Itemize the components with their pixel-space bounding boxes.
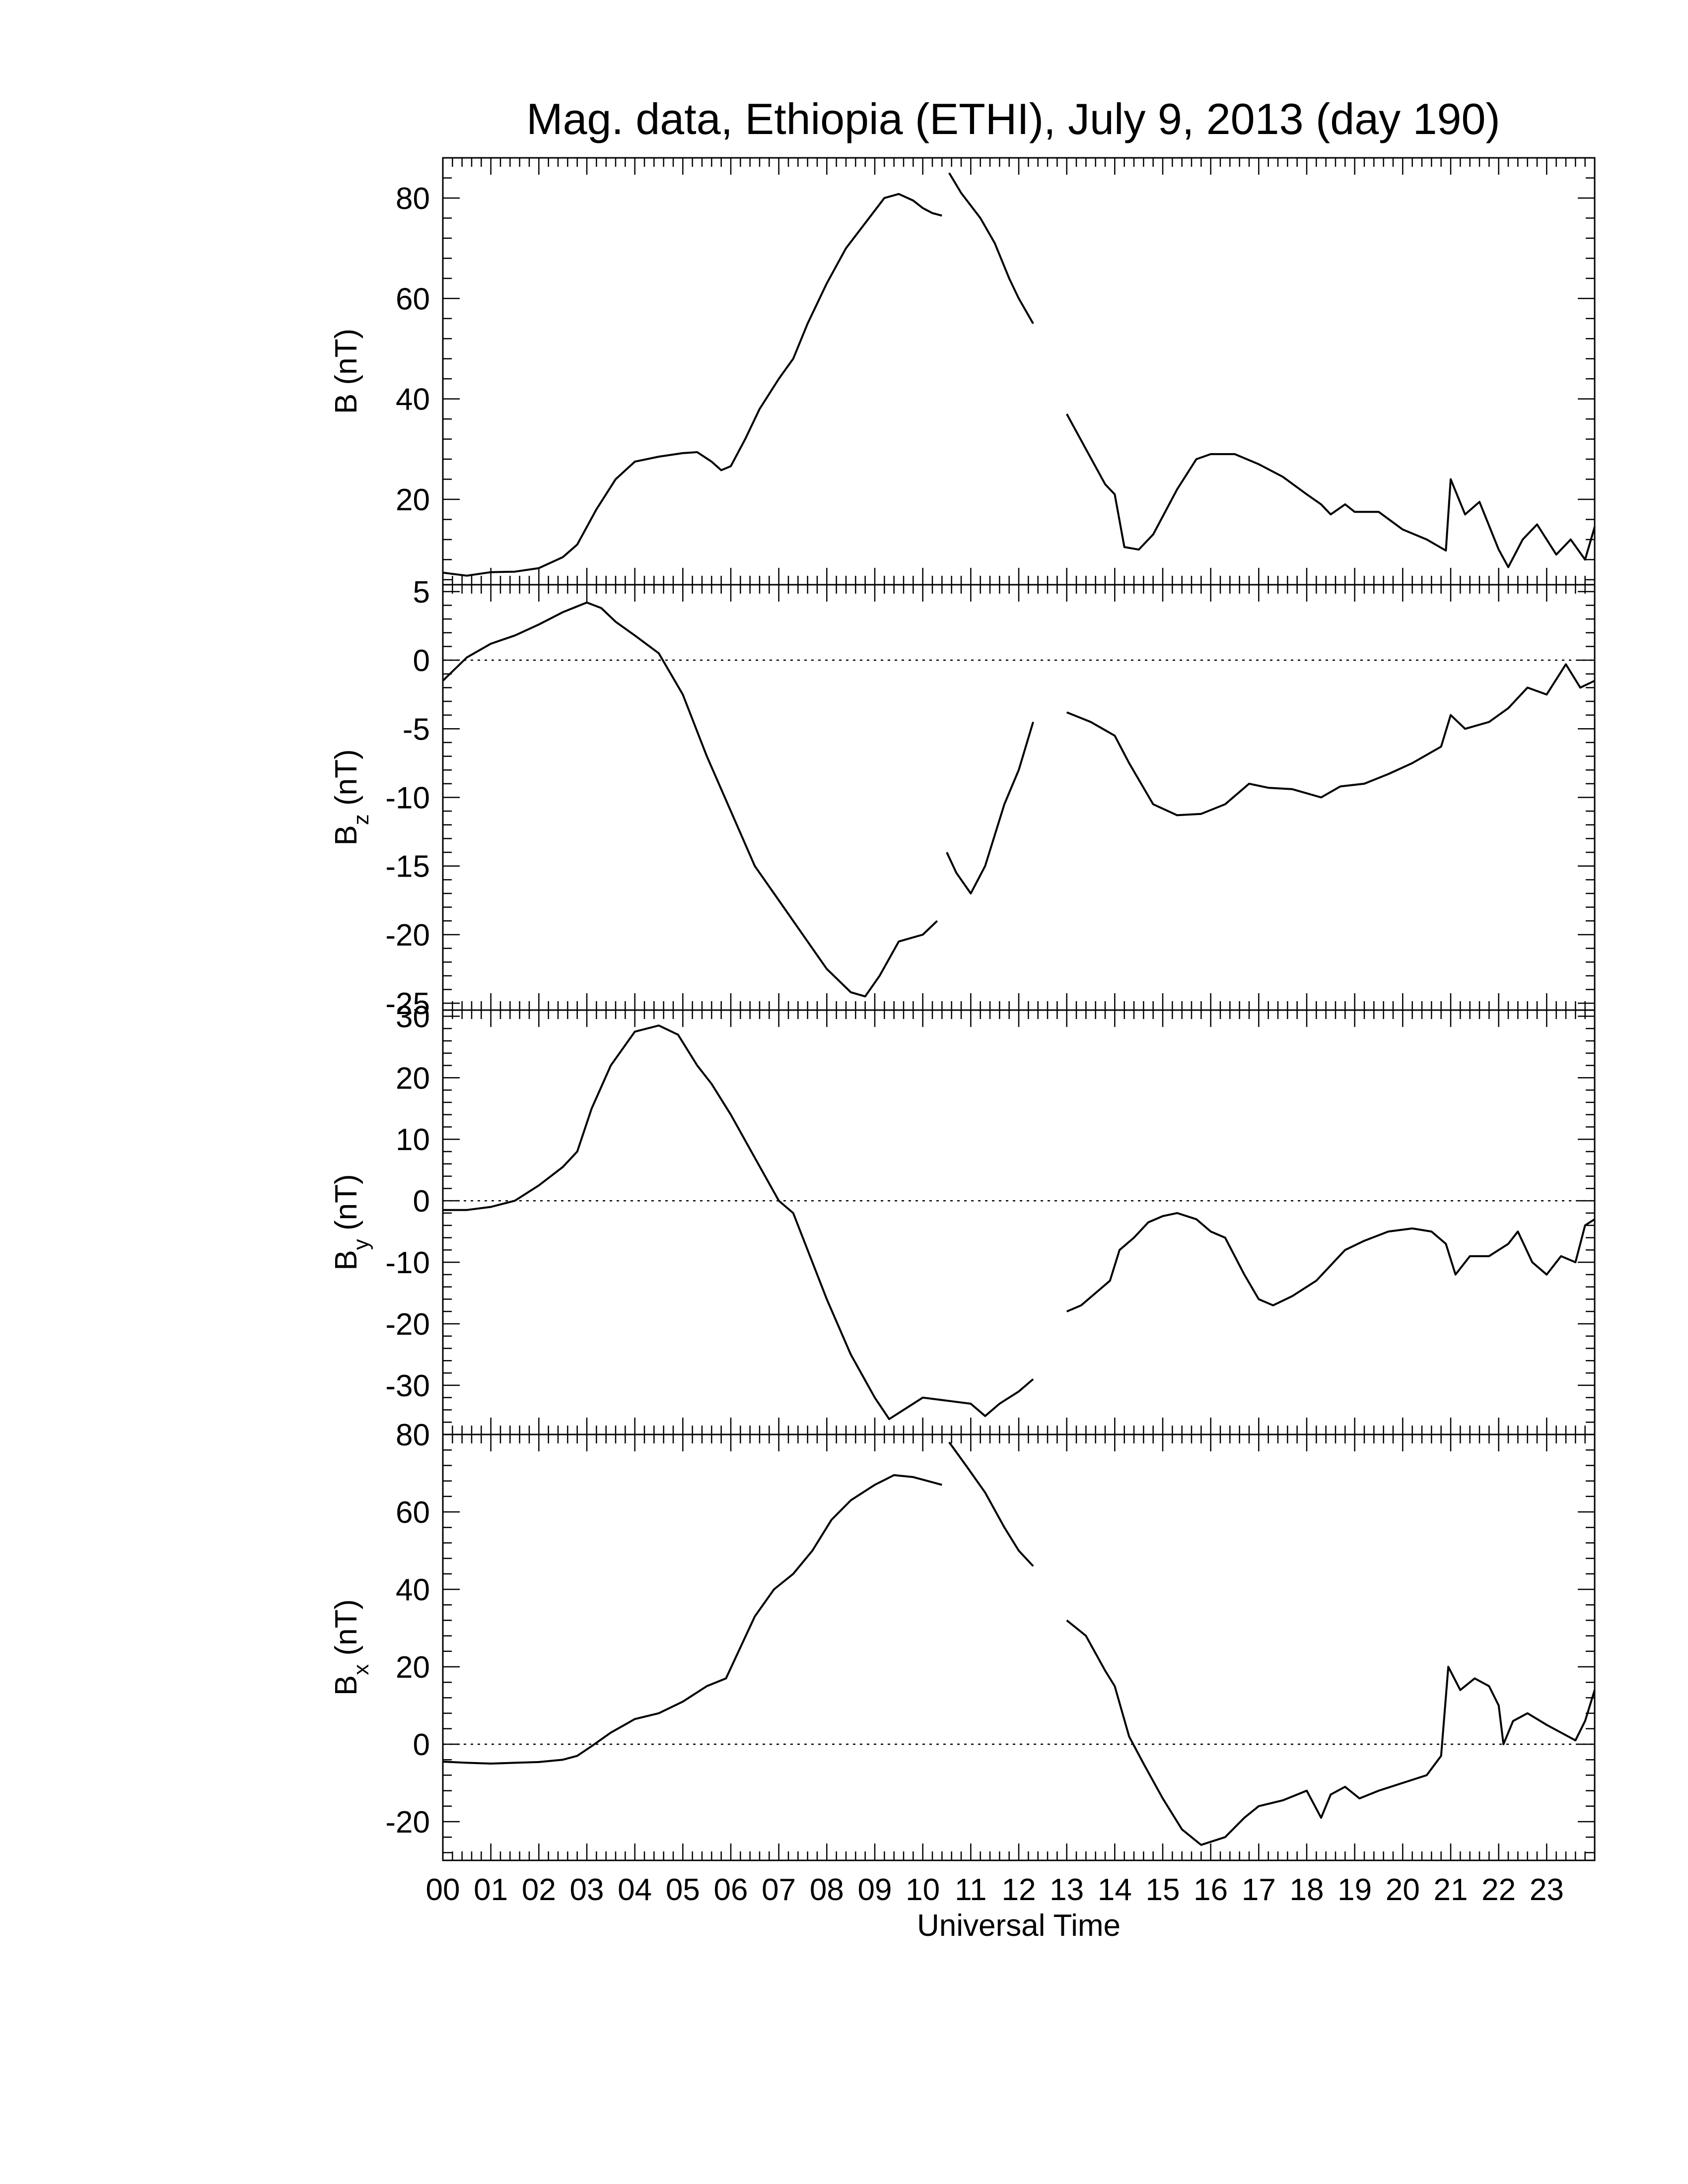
y-tick-label: 80 bbox=[396, 1418, 430, 1452]
x-tick-label: 10 bbox=[906, 1873, 940, 1907]
x-tick-label: 06 bbox=[714, 1873, 748, 1907]
y-tick-label: 10 bbox=[396, 1123, 430, 1157]
chart-title: Mag. data, Ethiopia (ETHI), July 9, 2013… bbox=[526, 94, 1500, 143]
panels: 20 40 60 80 B (nT) 5 0 -5 -10 -15 -20 -25 Bz (nT) 30 2… bbox=[329, 157, 1596, 1861]
panel-1: 20 40 60 80 B (nT) bbox=[329, 157, 1596, 586]
x-tick-label: 07 bbox=[762, 1873, 796, 1907]
x-tick-label: 16 bbox=[1194, 1873, 1228, 1907]
y-tick-label: 30 bbox=[396, 1000, 430, 1034]
series-line bbox=[948, 1441, 1034, 1567]
y-axis-label-unit: (nT) bbox=[329, 1174, 363, 1239]
x-tick-label: 18 bbox=[1290, 1873, 1324, 1907]
series-line bbox=[1066, 663, 1595, 817]
y-axis-label-unit: (nT) bbox=[329, 329, 363, 394]
y-axis-label-main: B bbox=[329, 394, 363, 414]
series-line bbox=[1065, 413, 1596, 568]
y-tick-label: 60 bbox=[396, 282, 430, 316]
y-tick-label: 0 bbox=[413, 644, 430, 678]
y-tick-label: 20 bbox=[396, 483, 430, 517]
x-tick-label: 00 bbox=[426, 1873, 460, 1907]
series-line bbox=[946, 721, 1034, 894]
x-axis-label: Universal Time bbox=[917, 1909, 1121, 1943]
y-axis-label: B (nT) bbox=[329, 329, 363, 414]
y-axis-label-subscript: z bbox=[349, 814, 373, 825]
x-tick-labels: 00 01 02 03 04 05 06 07 08 09 10 11 12 13 14 15 16 17 18 19… bbox=[426, 1873, 1564, 1907]
x-tick-label: 21 bbox=[1434, 1873, 1468, 1907]
y-tick-label: -20 bbox=[385, 918, 430, 953]
panel-2: 5 0 -5 -10 -15 -20 -25 Bz (nT) bbox=[329, 575, 1596, 1021]
x-tick-label: 14 bbox=[1098, 1873, 1132, 1907]
x-tick-label: 01 bbox=[474, 1873, 508, 1907]
y-tick-label: 20 bbox=[396, 1061, 430, 1095]
y-axis-label: By (nT) bbox=[329, 1174, 373, 1270]
y-tick-label: 40 bbox=[396, 383, 430, 417]
y-tick-label: -20 bbox=[385, 1805, 430, 1840]
y-tick-label: -10 bbox=[385, 781, 430, 816]
x-tick-label: 05 bbox=[666, 1873, 700, 1907]
x-tick-label: 19 bbox=[1337, 1873, 1372, 1907]
y-axis-label-main: B bbox=[329, 1675, 363, 1696]
y-tick-label: -5 bbox=[403, 712, 430, 747]
series-line bbox=[443, 1024, 1034, 1420]
y-tick-label: 5 bbox=[413, 575, 430, 610]
x-tick-label: 20 bbox=[1386, 1873, 1420, 1907]
series-line bbox=[1066, 1619, 1596, 1846]
y-axis-label-main: B bbox=[329, 825, 363, 845]
x-tick-label: 23 bbox=[1530, 1873, 1564, 1907]
x-tick-label: 08 bbox=[810, 1873, 844, 1907]
y-tick-label: -30 bbox=[385, 1369, 430, 1403]
series-line bbox=[442, 1474, 942, 1765]
y-tick-label: -25 bbox=[385, 987, 430, 1021]
y-axis-label: Bx (nT) bbox=[329, 1599, 373, 1696]
y-axis-label-unit: (nT) bbox=[329, 749, 363, 814]
series-line bbox=[442, 601, 938, 998]
x-tick-label: 09 bbox=[858, 1873, 892, 1907]
y-tick-label: 80 bbox=[396, 182, 430, 216]
y-axis-label-subscript: y bbox=[349, 1239, 373, 1250]
x-tick-label: 11 bbox=[955, 1873, 986, 1907]
y-axis-label: Bz (nT) bbox=[329, 749, 373, 845]
y-tick-label: 0 bbox=[413, 1728, 430, 1762]
x-tick-label: 22 bbox=[1481, 1873, 1516, 1907]
x-tick-label: 02 bbox=[522, 1873, 556, 1907]
x-tick-label: 12 bbox=[1002, 1873, 1036, 1907]
y-tick-label: -15 bbox=[385, 850, 430, 884]
series-line bbox=[1066, 1212, 1596, 1313]
x-tick-label: 13 bbox=[1050, 1873, 1084, 1907]
x-tick-label: 17 bbox=[1242, 1873, 1276, 1907]
panel-3: 30 20 10 0 -10 -20 -30 By (nT) bbox=[329, 1000, 1596, 1435]
y-axis-label-unit: (nT) bbox=[329, 1599, 363, 1664]
x-tick-label: 04 bbox=[618, 1873, 652, 1907]
y-tick-label: -20 bbox=[385, 1307, 430, 1342]
series-line bbox=[948, 172, 1034, 324]
y-tick-label: 40 bbox=[396, 1573, 430, 1607]
y-axis-label-main: B bbox=[329, 1250, 363, 1270]
x-tick-label: 15 bbox=[1146, 1873, 1180, 1907]
series-line bbox=[442, 193, 942, 577]
y-tick-label: 0 bbox=[413, 1184, 430, 1219]
y-tick-label: 60 bbox=[396, 1496, 430, 1530]
x-tick-label: 03 bbox=[570, 1873, 604, 1907]
y-axis-label-subscript: x bbox=[349, 1664, 373, 1675]
y-tick-label: -10 bbox=[385, 1246, 430, 1280]
y-tick-label: 20 bbox=[396, 1650, 430, 1685]
panel-4: 80 60 40 20 0 -20 Bx (nT) bbox=[329, 1418, 1596, 1861]
